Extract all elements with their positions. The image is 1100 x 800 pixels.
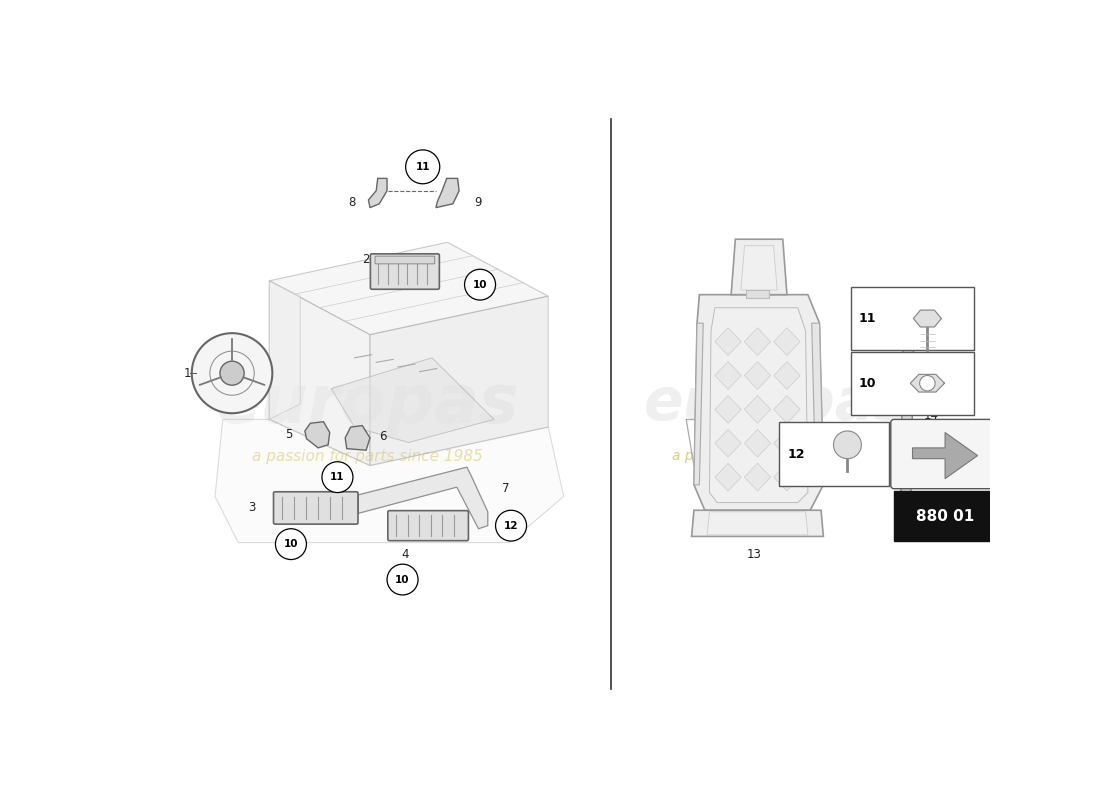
Polygon shape [911, 374, 945, 392]
Polygon shape [745, 463, 771, 491]
Text: a passion for parts since 1985: a passion for parts since 1985 [672, 450, 882, 463]
FancyBboxPatch shape [371, 254, 439, 290]
Polygon shape [305, 422, 330, 448]
FancyBboxPatch shape [375, 256, 434, 264]
FancyBboxPatch shape [894, 491, 997, 541]
FancyBboxPatch shape [388, 510, 469, 541]
Polygon shape [773, 328, 800, 355]
Polygon shape [692, 510, 824, 537]
FancyBboxPatch shape [850, 352, 975, 414]
FancyBboxPatch shape [850, 287, 975, 350]
Polygon shape [214, 419, 563, 542]
Polygon shape [715, 463, 741, 491]
Polygon shape [745, 328, 771, 355]
Text: europas: europas [644, 375, 910, 433]
Text: 6: 6 [379, 430, 387, 443]
Text: europas: europas [216, 371, 519, 437]
Text: 9: 9 [474, 196, 482, 209]
Polygon shape [270, 281, 300, 419]
Circle shape [464, 270, 495, 300]
Polygon shape [715, 362, 741, 390]
Circle shape [920, 375, 935, 391]
Polygon shape [707, 512, 807, 535]
Polygon shape [715, 395, 741, 423]
Polygon shape [359, 467, 487, 529]
Polygon shape [331, 358, 494, 442]
Text: 10: 10 [395, 574, 410, 585]
Text: 13: 13 [746, 548, 761, 561]
FancyBboxPatch shape [274, 492, 358, 524]
Circle shape [406, 150, 440, 184]
Text: 12: 12 [788, 447, 805, 461]
Circle shape [495, 510, 527, 541]
Polygon shape [715, 430, 741, 457]
Text: 11: 11 [859, 312, 877, 325]
Polygon shape [773, 395, 800, 423]
Text: 7: 7 [502, 482, 509, 495]
FancyBboxPatch shape [891, 419, 999, 489]
Circle shape [275, 529, 307, 559]
Text: 2: 2 [363, 253, 370, 266]
Text: 4: 4 [402, 548, 408, 561]
Polygon shape [812, 323, 824, 485]
Text: 880 01: 880 01 [916, 509, 975, 523]
Text: 10: 10 [284, 539, 298, 549]
Polygon shape [745, 430, 771, 457]
Polygon shape [901, 315, 914, 493]
Circle shape [220, 361, 244, 386]
Text: 5: 5 [285, 428, 293, 442]
Text: 10: 10 [473, 280, 487, 290]
Text: 11: 11 [416, 162, 430, 172]
FancyBboxPatch shape [746, 290, 769, 298]
Text: a passion for parts since 1985: a passion for parts since 1985 [252, 449, 483, 464]
Text: 8: 8 [349, 196, 356, 209]
Polygon shape [270, 281, 370, 466]
Polygon shape [694, 323, 703, 485]
Polygon shape [773, 463, 800, 491]
Polygon shape [270, 242, 548, 334]
Text: 11: 11 [330, 472, 344, 482]
Circle shape [191, 333, 273, 414]
Polygon shape [773, 430, 800, 457]
Polygon shape [715, 328, 741, 355]
Polygon shape [694, 294, 824, 510]
Polygon shape [436, 178, 459, 208]
Polygon shape [745, 362, 771, 390]
Polygon shape [710, 308, 807, 502]
Circle shape [834, 431, 861, 458]
Text: 10: 10 [859, 377, 877, 390]
Polygon shape [345, 426, 370, 450]
Polygon shape [913, 433, 978, 478]
Polygon shape [732, 239, 786, 294]
Polygon shape [745, 395, 771, 423]
FancyBboxPatch shape [779, 422, 889, 486]
Text: 3: 3 [248, 502, 255, 514]
Polygon shape [370, 296, 548, 466]
Polygon shape [773, 362, 800, 390]
Text: 12: 12 [504, 521, 518, 530]
Circle shape [387, 564, 418, 595]
Polygon shape [368, 178, 387, 208]
Text: 1: 1 [184, 366, 191, 380]
Circle shape [322, 462, 353, 493]
Text: 14: 14 [924, 409, 939, 422]
Polygon shape [741, 246, 778, 290]
Polygon shape [913, 310, 942, 327]
